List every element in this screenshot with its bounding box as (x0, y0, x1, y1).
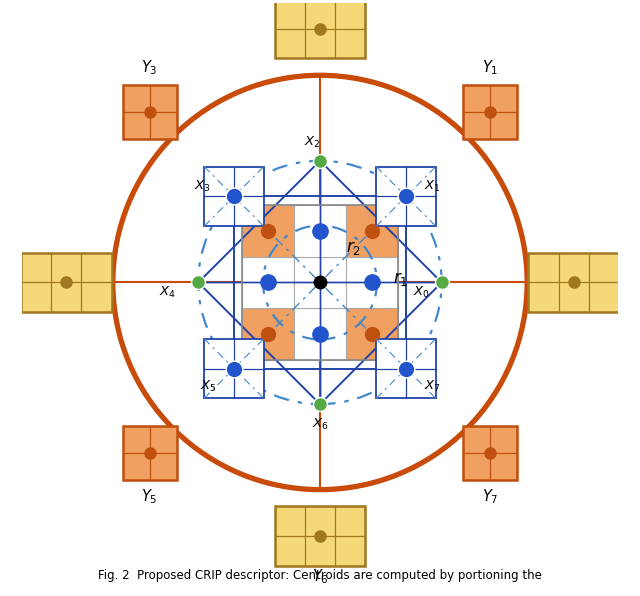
Text: $Y_2$: $Y_2$ (0, 595, 1, 596)
Text: $X_6$: $X_6$ (312, 417, 328, 433)
Bar (275, 507, 305, 536)
Text: $Y_3$: $Y_3$ (141, 59, 158, 77)
Bar (122, 85, 177, 139)
Bar (335, 29, 365, 58)
Bar (294, 256, 346, 308)
Text: $r_1$: $r_1$ (392, 269, 408, 288)
Bar (305, 536, 335, 566)
Bar (335, 0, 365, 29)
Bar (463, 426, 490, 453)
Bar (490, 453, 518, 480)
Text: $X_1$: $X_1$ (424, 178, 440, 194)
Bar (589, 283, 619, 312)
Text: $Y_5$: $Y_5$ (141, 488, 158, 506)
Bar (51, 253, 81, 283)
Bar (243, 256, 294, 308)
Bar (275, 29, 305, 58)
Bar (376, 339, 436, 398)
Text: $X_5$: $X_5$ (200, 379, 216, 394)
Bar (275, 507, 365, 566)
Text: $Y_7$: $Y_7$ (482, 488, 499, 506)
Text: $X_4$: $X_4$ (159, 285, 176, 300)
Text: $Y_6$: $Y_6$ (312, 567, 328, 586)
Bar (21, 253, 111, 312)
Bar (122, 112, 150, 139)
Bar (490, 426, 518, 453)
Bar (294, 205, 346, 256)
Bar (463, 85, 490, 112)
Bar (122, 85, 150, 112)
Bar (559, 253, 589, 283)
Bar (346, 205, 397, 256)
Bar (81, 283, 111, 312)
Bar (335, 536, 365, 566)
Bar (243, 308, 294, 360)
Bar (243, 205, 397, 360)
Bar (490, 85, 518, 112)
Bar (122, 453, 150, 480)
Bar (529, 253, 619, 312)
Text: $Y_4$: $Y_4$ (0, 595, 1, 596)
Bar (463, 426, 518, 480)
Bar (529, 283, 559, 312)
Bar (150, 426, 177, 453)
Bar (204, 339, 264, 398)
Bar (51, 283, 81, 312)
Bar (305, 0, 335, 29)
Bar (150, 112, 177, 139)
Bar (21, 253, 51, 283)
Bar (589, 253, 619, 283)
Text: $Y_0$: $Y_0$ (0, 595, 1, 596)
Bar (275, 0, 305, 29)
Bar (122, 426, 150, 453)
Bar (463, 453, 490, 480)
Bar (346, 308, 397, 360)
Text: $X_7$: $X_7$ (424, 379, 440, 394)
Text: $r_2$: $r_2$ (346, 238, 361, 256)
Bar (81, 253, 111, 283)
Bar (346, 256, 397, 308)
Text: $X_2$: $X_2$ (304, 135, 321, 150)
Bar (275, 0, 365, 58)
Bar (150, 85, 177, 112)
Bar (463, 112, 490, 139)
Bar (21, 283, 51, 312)
Bar (305, 507, 335, 536)
Bar (305, 29, 335, 58)
Bar (463, 85, 518, 139)
Bar (294, 308, 346, 360)
Bar (243, 205, 294, 256)
Bar (529, 253, 559, 283)
Bar (275, 536, 305, 566)
Bar (204, 167, 264, 226)
Text: Fig. 2  Proposed CRIP descriptor: Centroids are computed by portioning the: Fig. 2 Proposed CRIP descriptor: Centroi… (98, 569, 542, 582)
Bar (122, 426, 177, 480)
Bar (490, 112, 518, 139)
Bar (559, 283, 589, 312)
Text: $X_3$: $X_3$ (195, 178, 211, 194)
Bar (376, 167, 436, 226)
Text: $X_0$: $X_0$ (413, 285, 429, 300)
Bar (335, 507, 365, 536)
Bar (150, 453, 177, 480)
Text: $Y_1$: $Y_1$ (482, 59, 499, 77)
